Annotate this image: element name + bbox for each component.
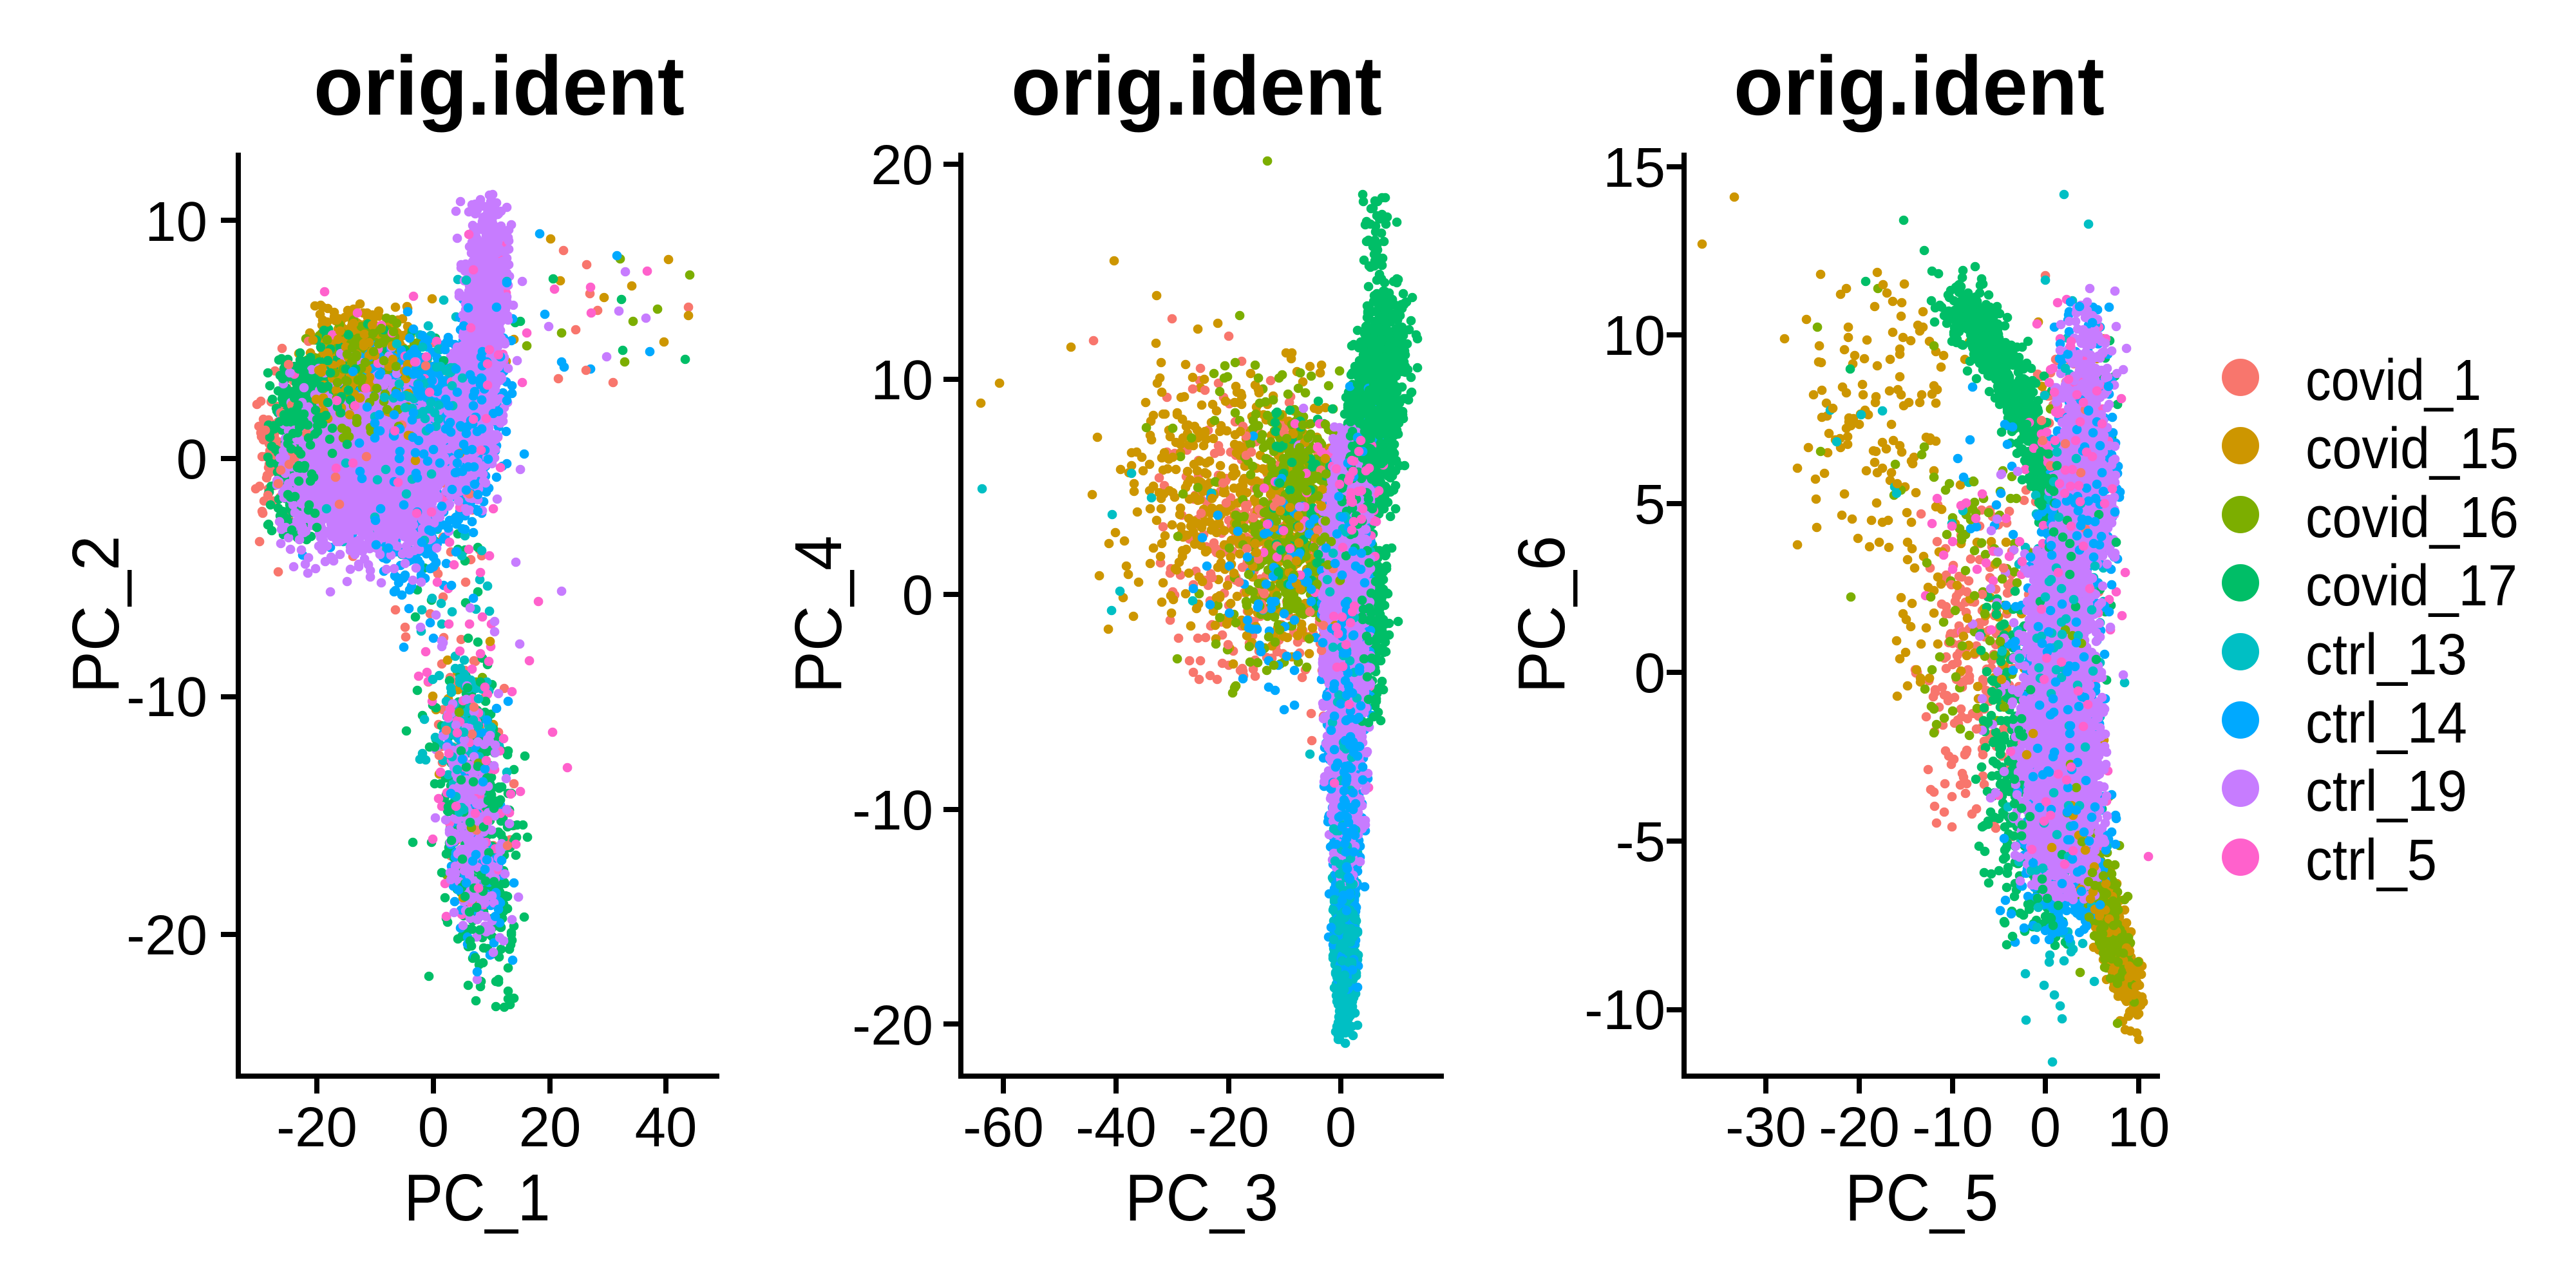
- svg-text:orig.ident: orig.ident: [314, 39, 685, 133]
- svg-text:orig.ident: orig.ident: [1011, 39, 1382, 133]
- svg-text:0: 0: [1634, 642, 1665, 705]
- svg-text:-20: -20: [126, 904, 207, 967]
- svg-text:10: 10: [871, 349, 933, 412]
- svg-text:-10: -10: [1912, 1096, 1993, 1159]
- svg-text:ctrl_19: ctrl_19: [2306, 759, 2467, 824]
- svg-text:0: 0: [2030, 1096, 2061, 1159]
- svg-text:covid_1: covid_1: [2306, 348, 2481, 413]
- svg-text:0: 0: [418, 1096, 449, 1159]
- svg-text:covid_17: covid_17: [2306, 554, 2517, 618]
- svg-text:PC_6: PC_6: [1504, 536, 1578, 694]
- svg-text:-40: -40: [1075, 1096, 1157, 1159]
- svg-text:10: 10: [1603, 305, 1665, 367]
- svg-text:PC_3: PC_3: [1125, 1160, 1278, 1235]
- svg-text:40: 40: [635, 1096, 697, 1159]
- svg-text:-5: -5: [1616, 811, 1665, 873]
- svg-text:-20: -20: [1188, 1096, 1269, 1159]
- svg-text:20: 20: [519, 1096, 582, 1159]
- svg-text:10: 10: [2108, 1096, 2170, 1159]
- svg-text:20: 20: [871, 134, 933, 196]
- svg-text:-60: -60: [963, 1096, 1044, 1159]
- svg-text:5: 5: [1634, 473, 1665, 536]
- svg-text:0: 0: [902, 564, 933, 627]
- svg-text:-30: -30: [1725, 1096, 1806, 1159]
- svg-text:10: 10: [145, 191, 207, 253]
- svg-text:covid_16: covid_16: [2306, 486, 2519, 550]
- svg-text:-10: -10: [126, 666, 207, 728]
- svg-text:ctrl_14: ctrl_14: [2306, 691, 2467, 755]
- svg-text:0: 0: [176, 428, 207, 491]
- svg-text:orig.ident: orig.ident: [1734, 39, 2105, 133]
- svg-text:PC_5: PC_5: [1845, 1160, 1998, 1235]
- svg-text:-10: -10: [1584, 979, 1665, 1041]
- svg-text:-20: -20: [1819, 1096, 1900, 1159]
- svg-text:15: 15: [1603, 137, 1665, 199]
- svg-text:-10: -10: [852, 779, 933, 842]
- svg-text:covid_15: covid_15: [2306, 417, 2519, 481]
- svg-text:-20: -20: [276, 1096, 357, 1159]
- svg-text:ctrl_5: ctrl_5: [2306, 828, 2437, 893]
- svg-text:ctrl_13: ctrl_13: [2306, 623, 2467, 687]
- svg-text:PC_1: PC_1: [404, 1160, 551, 1235]
- svg-text:0: 0: [1325, 1096, 1356, 1159]
- svg-text:-20: -20: [852, 994, 933, 1057]
- svg-text:PC_4: PC_4: [781, 536, 855, 694]
- svg-text:PC_2: PC_2: [59, 536, 133, 694]
